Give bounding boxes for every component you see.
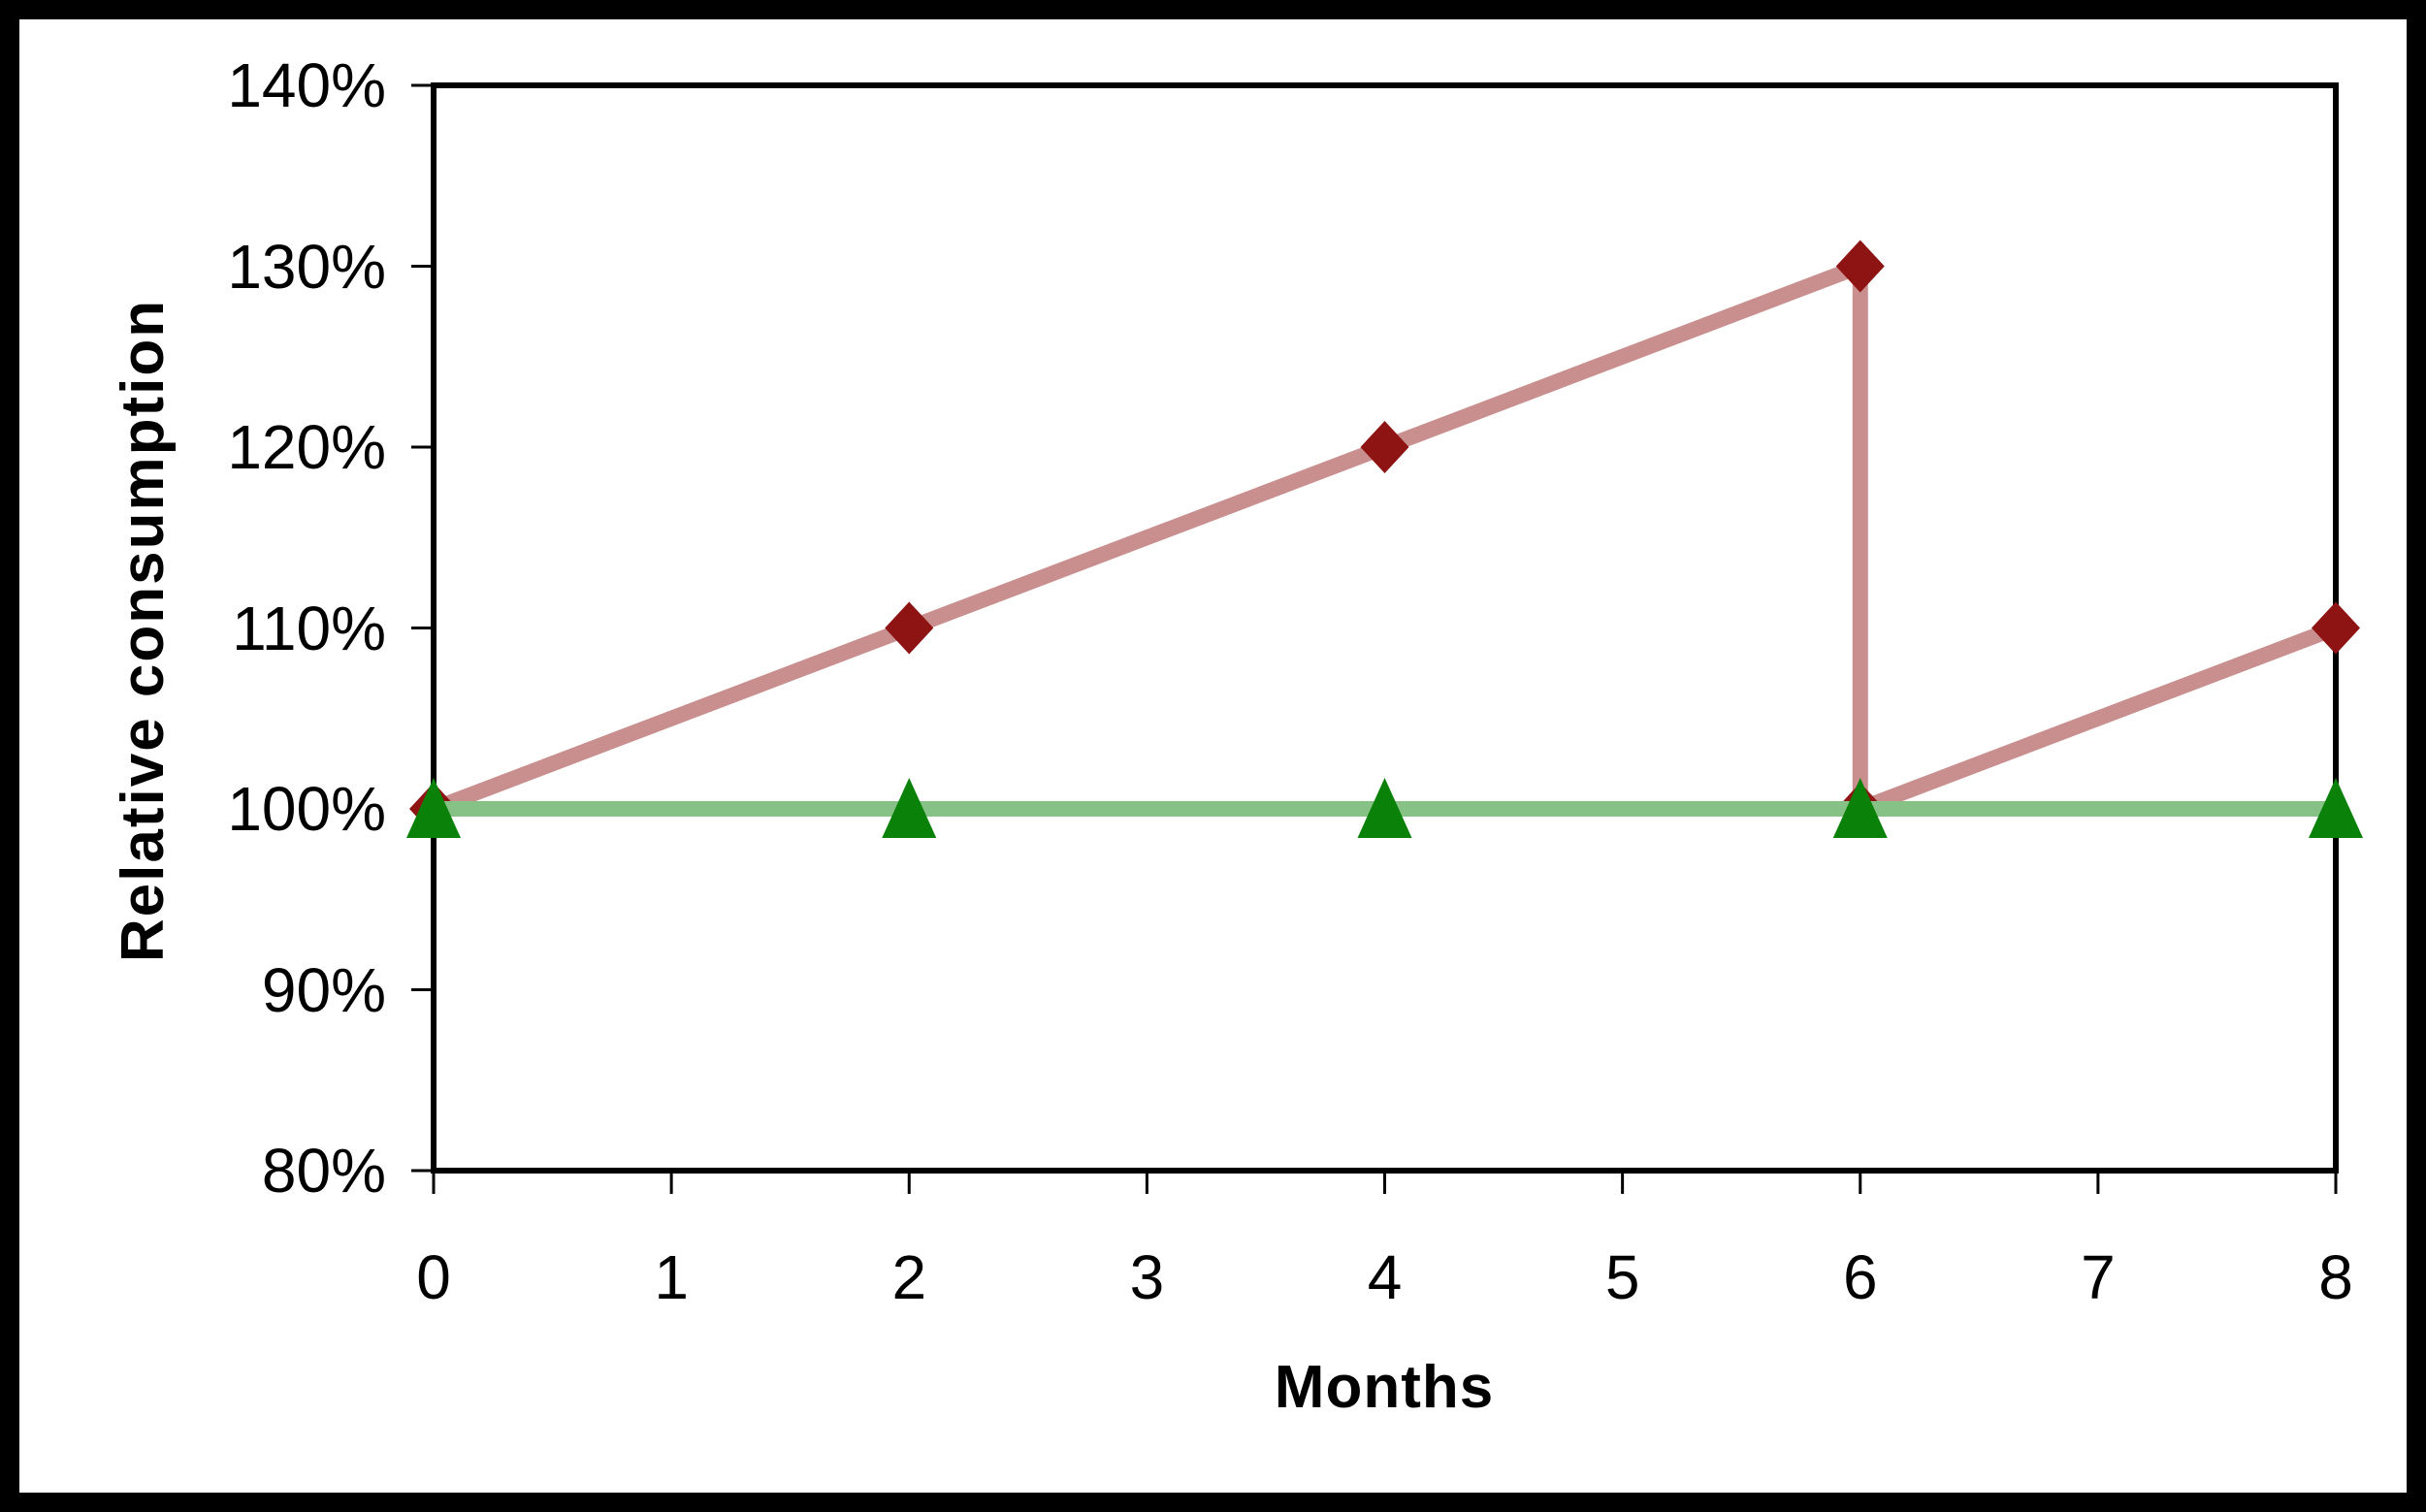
- y-tick-label: 80%: [261, 1136, 386, 1206]
- y-tick-label: 100%: [227, 774, 386, 844]
- y-tick-label: 130%: [227, 231, 386, 302]
- series-1-diamonds-line: [431, 254, 2339, 820]
- y-axis-title: Relative consumption: [110, 298, 177, 963]
- x-tick-label: 8: [2318, 1242, 2353, 1312]
- triangle-marker: [882, 778, 937, 838]
- x-tick-label: 5: [1604, 1242, 1640, 1312]
- x-axis-title: Months: [1274, 1354, 1495, 1421]
- x-tick-label: 6: [1842, 1242, 1878, 1312]
- triangle-marker: [1357, 778, 1412, 838]
- diamond-marker: [885, 601, 934, 655]
- x-tick-label: 1: [654, 1242, 689, 1312]
- triangle-marker: [1832, 778, 1888, 838]
- y-tick-label: 110%: [232, 593, 386, 663]
- diamond-marker: [1360, 421, 1409, 473]
- y-tick-label: 120%: [227, 412, 386, 482]
- diamond-marker: [2312, 601, 2360, 655]
- x-tick-label: 2: [891, 1242, 927, 1312]
- y-tick-label: 90%: [261, 954, 386, 1025]
- x-tick-label: 0: [416, 1242, 451, 1312]
- x-tick-label: 3: [1129, 1242, 1165, 1312]
- x-tick-label: 7: [2081, 1242, 2116, 1312]
- plot-border: [431, 82, 2339, 1174]
- diamond-marker: [1835, 240, 1885, 293]
- y-tick-label: 140%: [227, 50, 386, 120]
- triangle-marker: [406, 778, 461, 838]
- triangle-marker: [2309, 778, 2363, 838]
- x-tick-label: 4: [1367, 1242, 1403, 1312]
